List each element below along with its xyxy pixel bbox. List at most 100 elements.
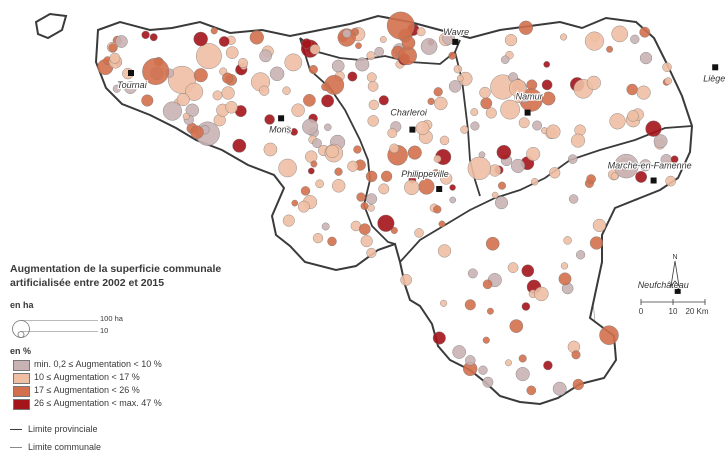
- commune-circle: [379, 36, 387, 43]
- commune-circle: [366, 193, 378, 205]
- commune-circle: [611, 25, 629, 43]
- commune-circle: [552, 381, 567, 396]
- commune-circle: [360, 202, 369, 210]
- commune-circle: [586, 174, 596, 184]
- commune-circle: [353, 145, 362, 154]
- commune-circle: [325, 144, 339, 159]
- commune-circle: [498, 181, 507, 190]
- commune-circle: [378, 183, 390, 195]
- commune-circle: [360, 235, 373, 248]
- commune-circle: [486, 307, 494, 315]
- commune-circle: [302, 118, 319, 135]
- commune-circle: [549, 167, 561, 179]
- commune-circle: [141, 30, 150, 40]
- commune-circle: [452, 345, 467, 359]
- commune-circle: [482, 376, 494, 388]
- size-label-100: 100 ha: [100, 314, 123, 323]
- class-item-3: 17 ≤ Augmentation < 26 %: [10, 384, 250, 397]
- commune-circle: [509, 79, 527, 97]
- commune-circle: [365, 170, 378, 183]
- commune-circle: [259, 49, 272, 63]
- commune-circle: [518, 354, 527, 363]
- commune-circle: [284, 125, 293, 134]
- proportional-circles: [97, 11, 679, 396]
- commune-circle: [222, 72, 234, 84]
- commune-circle: [465, 355, 476, 366]
- commune-circle: [400, 274, 413, 286]
- commune-circle: [269, 66, 285, 82]
- commune-circle: [176, 93, 190, 107]
- commune-circle: [521, 302, 531, 311]
- commune-circle: [662, 62, 672, 72]
- commune-circle: [374, 46, 385, 57]
- legend: Augmentation de la superficie communale …: [10, 262, 250, 410]
- commune-circle: [327, 236, 337, 247]
- commune-circle: [501, 55, 510, 64]
- commune-circle: [401, 36, 416, 50]
- commune-circle: [440, 299, 448, 307]
- commune-circle: [264, 114, 275, 125]
- commune-circle: [480, 97, 493, 110]
- commune-circle: [485, 236, 500, 251]
- commune-circle: [627, 110, 639, 122]
- city-label: Wavre: [443, 27, 469, 37]
- commune-circle: [670, 155, 679, 164]
- commune-circle: [303, 94, 316, 107]
- commune-circle: [312, 138, 322, 148]
- commune-circle: [321, 94, 334, 108]
- size-label-10: 10: [100, 326, 109, 335]
- commune-circle: [482, 336, 490, 344]
- commune-circle: [381, 170, 393, 182]
- commune-circle: [664, 77, 672, 85]
- commune-circle: [442, 32, 455, 45]
- commune-circle: [543, 61, 551, 68]
- north-arrow-icon: [670, 260, 680, 288]
- commune-circle: [315, 179, 324, 189]
- commune-circle: [149, 33, 158, 42]
- commune-circle: [321, 82, 330, 92]
- commune-circle: [212, 90, 223, 101]
- commune-circle: [225, 101, 238, 114]
- city-marker: [436, 186, 443, 192]
- commune-circle: [355, 57, 370, 72]
- commune-circle: [491, 191, 499, 199]
- swatch-3: [13, 386, 30, 397]
- commune-circle: [342, 29, 352, 38]
- commune-circle: [324, 123, 332, 132]
- commune-circle: [505, 359, 512, 367]
- commune-circle: [546, 124, 561, 139]
- scale-tick-0: 0: [639, 307, 644, 316]
- commune-circle: [571, 350, 581, 360]
- commune-circle: [141, 94, 154, 107]
- commune-circle: [592, 218, 607, 233]
- commune-circle: [123, 81, 137, 94]
- commune-circle: [467, 156, 491, 180]
- commune-circle: [386, 11, 415, 40]
- city-marker: [409, 126, 416, 133]
- commune-circle: [378, 95, 389, 106]
- commune-circle: [259, 85, 270, 96]
- class-label-4: 26 ≤ Augmentation < max. 47 %: [34, 398, 162, 408]
- commune-circle: [367, 81, 379, 92]
- city-marker: [650, 177, 657, 184]
- commune-circle: [162, 101, 182, 121]
- commune-circle: [309, 44, 321, 55]
- legend-title-line1: Augmentation de la superficie communale: [10, 263, 222, 275]
- commune-circle: [509, 319, 524, 333]
- commune-circle: [185, 82, 204, 101]
- commune-circle: [420, 38, 438, 55]
- commune-circle: [534, 286, 549, 302]
- commune-circle: [511, 158, 526, 173]
- commune-circle: [440, 172, 453, 185]
- commune-circle: [218, 36, 230, 47]
- commune-circle: [432, 331, 446, 345]
- commune-circle: [284, 53, 303, 72]
- commune-circle: [108, 43, 118, 53]
- size-legend-circles: [12, 320, 98, 338]
- scale-tick-20: 20 Km: [685, 307, 708, 316]
- city-label: Philippeville: [401, 169, 449, 179]
- commune-circle: [367, 204, 375, 212]
- commune-circle: [427, 97, 435, 106]
- commune-circle: [291, 199, 299, 207]
- commune-circle: [541, 91, 556, 106]
